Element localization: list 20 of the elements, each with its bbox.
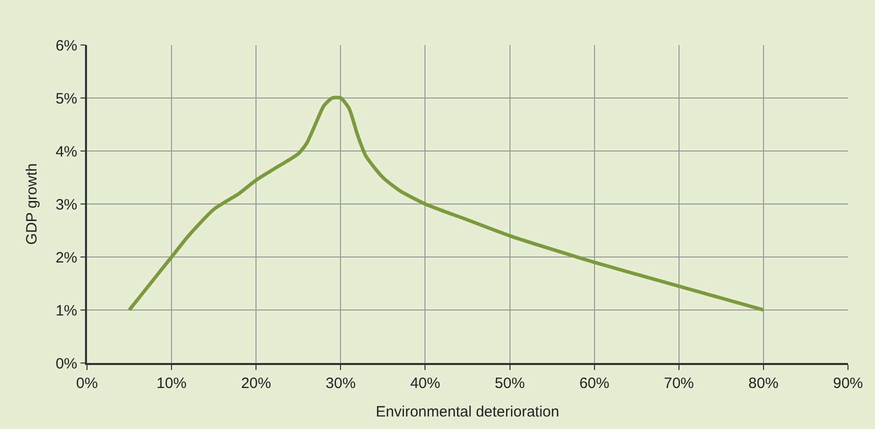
x-tick-label: 60%: [579, 374, 610, 392]
y-tick-label: 4%: [56, 143, 78, 160]
x-tick-label: 0%: [76, 374, 98, 392]
y-tick-label: 2%: [56, 249, 78, 266]
y-tick-label: 6%: [56, 37, 78, 54]
x-tick-label: 70%: [664, 374, 694, 392]
x-tick-label: 90%: [832, 374, 864, 392]
y-tick-label: 3%: [56, 196, 78, 214]
x-tick-label: 10%: [156, 374, 187, 392]
x-tick-label: 20%: [241, 374, 272, 392]
x-tick-label: 80%: [748, 374, 778, 392]
y-tick-label: 5%: [56, 90, 78, 108]
x-tick-label: 50%: [494, 374, 525, 392]
x-tick-label: 40%: [410, 374, 440, 392]
y-tick-label: 1%: [56, 302, 78, 320]
x-axis-title: Environmental deterioration: [376, 403, 560, 420]
y-tick-label: 0%: [56, 355, 78, 372]
x-tick-label: 30%: [326, 374, 356, 392]
y-axis-title: GDP growth: [23, 163, 40, 245]
line-series: [128, 96, 766, 312]
